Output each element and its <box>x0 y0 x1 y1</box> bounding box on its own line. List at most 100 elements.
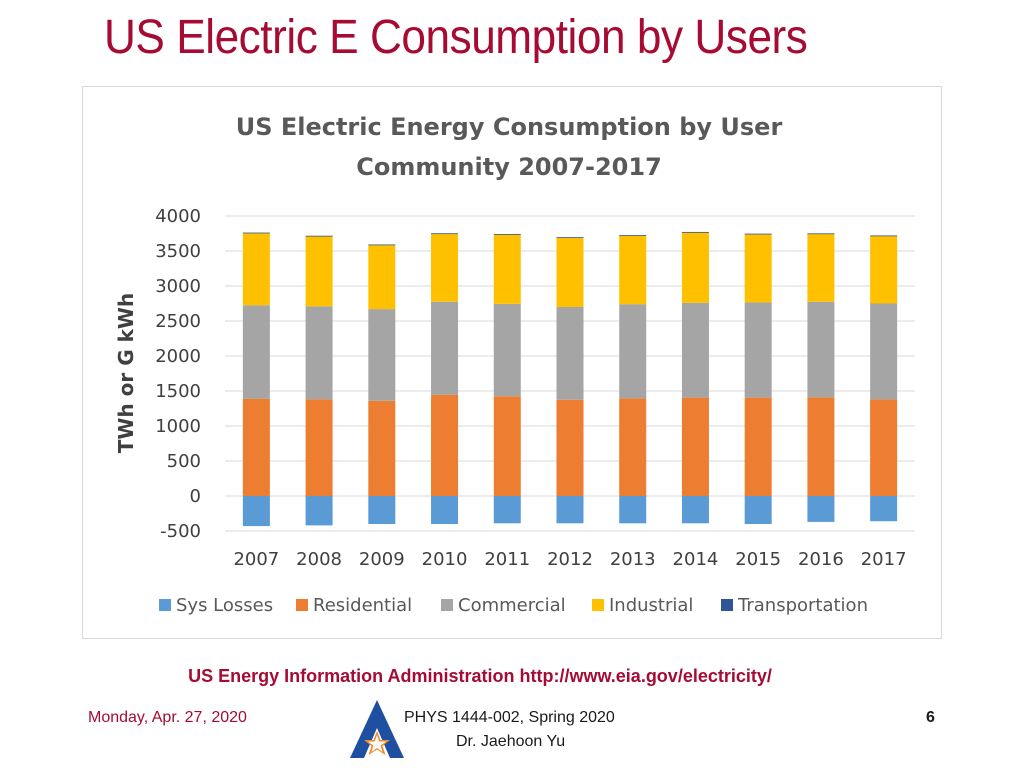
bar-commercial-2007 <box>242 305 270 399</box>
bar-industrial-2012 <box>556 237 584 307</box>
bar-sys-losses-2017 <box>870 496 898 522</box>
y-tick-label: 4000 <box>155 206 201 227</box>
y-axis-ticks: 4000 3500 3000 2500 2000 1500 1000 500 0 -500 <box>155 206 201 542</box>
legend-label: Commercial <box>458 595 566 616</box>
bar-industrial-2013 <box>619 235 647 305</box>
y-tick-label: 1000 <box>155 416 201 437</box>
bar-sys-losses-2012 <box>556 496 584 524</box>
uta-star-logo-icon <box>350 700 404 758</box>
x-tick-label: 2013 <box>610 549 656 570</box>
bar-commercial-2012 <box>556 307 584 400</box>
bar-residential-2010 <box>431 394 459 496</box>
bar-transportation-2012 <box>556 237 584 239</box>
bar-commercial-2014 <box>681 302 709 398</box>
legend-swatch <box>441 599 453 611</box>
legend-label: Industrial <box>609 595 693 616</box>
bar-sys-losses-2009 <box>368 496 396 524</box>
bar-commercial-2015 <box>744 302 772 398</box>
legend: Sys Losses Residential Commercial Industria… <box>159 595 868 616</box>
footer-date: Monday, Apr. 27, 2020 <box>88 709 247 726</box>
page-number: 6 <box>926 709 935 726</box>
bar-transportation-2011 <box>493 233 521 235</box>
y-tick-label: 2500 <box>155 311 201 332</box>
x-axis-ticks: 2007 2008 2009 2010 2011 2012 2013 2014 2015 2016… <box>233 549 906 570</box>
chart-title-line: Community 2007-2017 <box>356 153 662 181</box>
chart-title: US Electric Energy Consumption by User Co… <box>236 113 783 181</box>
bars <box>242 231 898 527</box>
y-tick-label: 3000 <box>155 276 201 297</box>
bar-transportation-2016 <box>807 233 835 235</box>
bar-residential-2011 <box>493 396 521 496</box>
bar-industrial-2016 <box>807 233 835 302</box>
x-tick-label: 2012 <box>547 549 593 570</box>
legend-swatch <box>721 599 733 611</box>
legend-swatch <box>159 599 171 611</box>
legend-label: Residential <box>313 595 412 616</box>
bar-industrial-2014 <box>681 232 709 303</box>
slide-title: US Electric E Consumption by Users <box>104 11 808 64</box>
y-tick-label: 1500 <box>155 381 201 402</box>
bar-transportation-2013 <box>619 235 647 236</box>
x-tick-label: 2016 <box>798 549 844 570</box>
legend-label: Transportation <box>737 595 868 616</box>
bar-residential-2013 <box>619 398 647 496</box>
chart-frame: US Electric Energy Consumption by User Co… <box>82 86 942 639</box>
bar-sys-losses-2016 <box>807 496 835 522</box>
legend-swatch <box>592 599 604 611</box>
bar-transportation-2015 <box>744 233 772 235</box>
y-tick-label: 3500 <box>155 241 201 262</box>
x-tick-label: 2015 <box>735 549 781 570</box>
x-tick-label: 2017 <box>861 549 907 570</box>
legend-swatch <box>296 599 308 611</box>
bar-transportation-2007 <box>242 232 270 234</box>
bar-sys-losses-2007 <box>242 496 270 527</box>
bar-transportation-2014 <box>681 231 709 233</box>
x-tick-label: 2010 <box>422 549 468 570</box>
bar-sys-losses-2008 <box>305 496 333 526</box>
bar-industrial-2008 <box>305 236 333 307</box>
bar-residential-2009 <box>368 400 396 496</box>
bar-commercial-2017 <box>870 303 898 400</box>
bar-sys-losses-2013 <box>619 496 647 524</box>
bar-residential-2012 <box>556 399 584 496</box>
bar-residential-2008 <box>305 399 333 496</box>
bar-commercial-2011 <box>493 303 521 397</box>
y-axis-label: TWh or G kWh <box>114 293 138 453</box>
stacked-bar-chart: US Electric Energy Consumption by User Co… <box>114 113 915 616</box>
source-citation: US Energy Information Administration htt… <box>188 666 772 686</box>
bar-residential-2016 <box>807 397 835 496</box>
bar-transportation-2009 <box>368 244 396 246</box>
bar-commercial-2009 <box>368 309 396 401</box>
x-tick-label: 2008 <box>296 549 342 570</box>
bar-residential-2015 <box>744 397 772 496</box>
bar-commercial-2016 <box>807 301 835 398</box>
bar-residential-2007 <box>242 398 270 496</box>
bar-industrial-2017 <box>870 235 898 304</box>
bar-transportation-2010 <box>431 233 459 235</box>
x-tick-label: 2011 <box>484 549 530 570</box>
y-tick-label: 0 <box>190 486 201 507</box>
bar-sys-losses-2010 <box>431 496 459 524</box>
bar-industrial-2010 <box>431 233 459 302</box>
legend-label: Sys Losses <box>176 595 273 616</box>
bar-commercial-2013 <box>619 304 647 399</box>
bar-industrial-2007 <box>242 233 270 306</box>
bar-commercial-2010 <box>431 301 459 395</box>
y-tick-label: -500 <box>160 521 201 542</box>
y-tick-label: 500 <box>167 451 201 472</box>
bar-industrial-2011 <box>493 234 521 304</box>
bar-residential-2014 <box>681 397 709 496</box>
chart-title-line: US Electric Energy Consumption by User <box>236 113 783 141</box>
bar-sys-losses-2011 <box>493 496 521 524</box>
y-tick-label: 2000 <box>155 346 201 367</box>
bar-residential-2017 <box>870 399 898 496</box>
bar-transportation-2008 <box>305 235 333 237</box>
bar-industrial-2015 <box>744 234 772 303</box>
x-tick-label: 2009 <box>359 549 405 570</box>
bar-sys-losses-2014 <box>681 496 709 524</box>
footer-author: Dr. Jaehoon Yu <box>456 733 566 750</box>
bar-transportation-2017 <box>870 235 898 237</box>
y-axis-title: TWh or G kWh <box>114 293 138 453</box>
x-tick-label: 2014 <box>673 549 719 570</box>
bar-sys-losses-2015 <box>744 496 772 524</box>
